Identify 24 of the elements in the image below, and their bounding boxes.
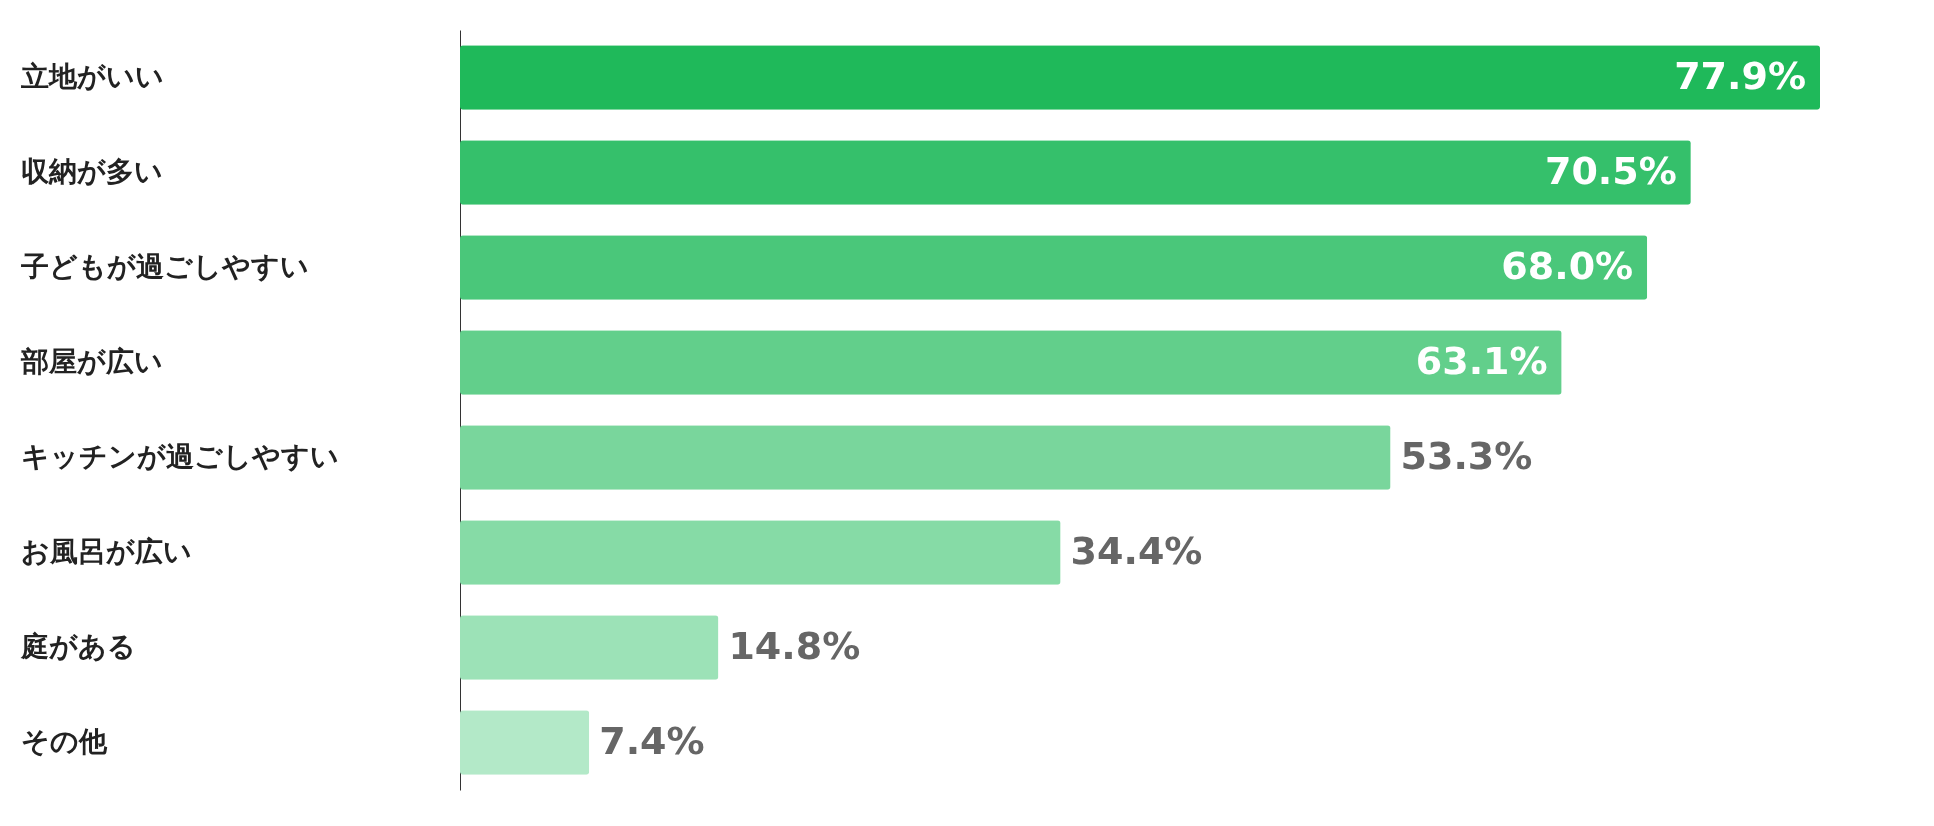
y-tick-label: 子どもが過ごしやすい [19,249,309,283]
data-label: 68.0% [1501,243,1634,288]
y-tick-label: 部屋が広い [19,344,163,378]
y-tick-label: 立地がいい [19,59,164,93]
data-label: 77.9% [1674,53,1806,98]
bar [460,140,1691,205]
y-tick-label: 庭がある [19,629,136,663]
bar [460,330,1562,395]
bar [460,710,590,775]
y-tick-label: キッチンが過ごしやすい [20,439,339,473]
bar [460,235,1648,300]
y-tick-label: その他 [20,724,108,758]
bar [460,615,719,680]
data-label: 7.4% [599,718,705,763]
y-tick-label: お風呂が広い [20,534,192,568]
data-label: 63.1% [1415,338,1548,383]
data-label: 14.8% [728,623,861,668]
y-tick-label: 収納が多い [20,154,163,188]
data-label: 34.4% [1070,528,1203,573]
data-label: 70.5% [1544,148,1677,193]
bar [460,520,1061,585]
data-label: 53.3% [1400,433,1533,478]
bar [460,45,1820,110]
bar [460,425,1391,490]
